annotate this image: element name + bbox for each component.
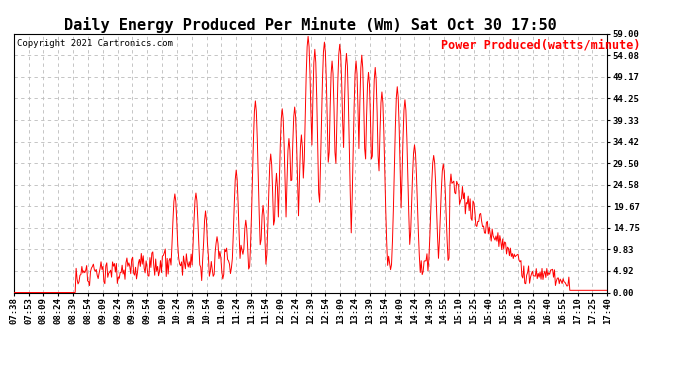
Text: Copyright 2021 Cartronics.com: Copyright 2021 Cartronics.com [17, 39, 172, 48]
Text: Power Produced(watts/minute): Power Produced(watts/minute) [441, 39, 640, 52]
Title: Daily Energy Produced Per Minute (Wm) Sat Oct 30 17:50: Daily Energy Produced Per Minute (Wm) Sa… [64, 16, 557, 33]
